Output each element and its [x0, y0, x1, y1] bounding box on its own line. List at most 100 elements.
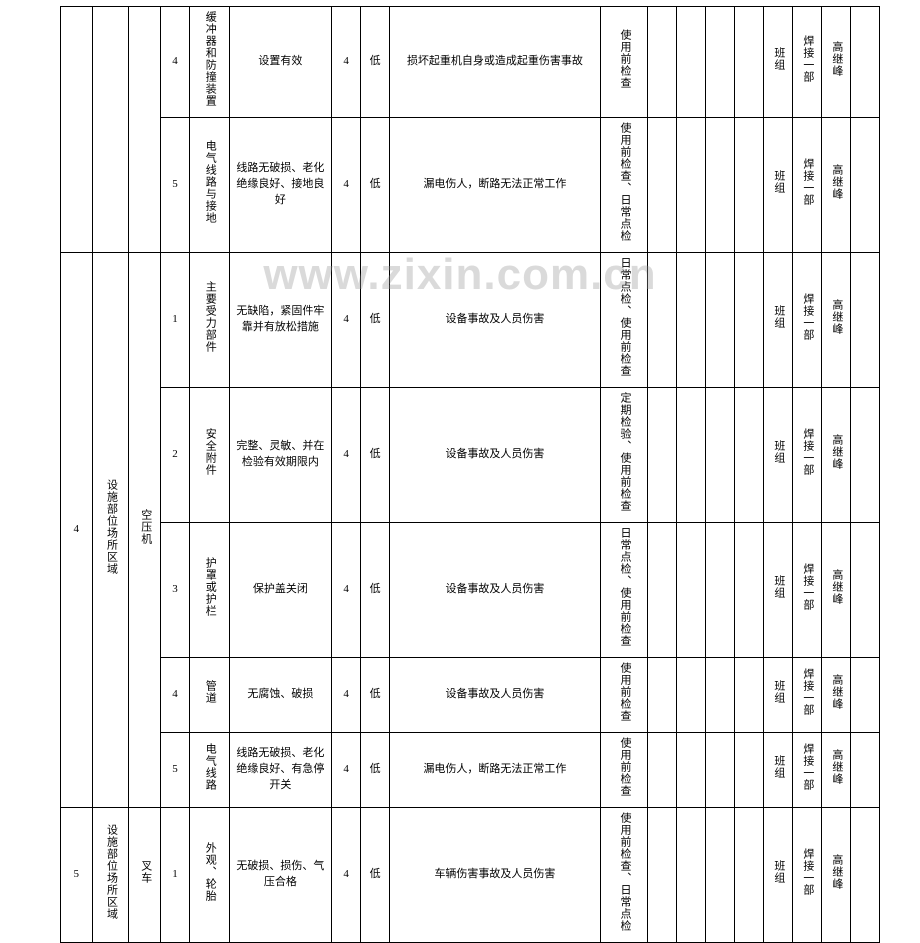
cell-text: 日常点检、使用前检查: [616, 257, 632, 377]
cell-text: 班组: [770, 860, 786, 884]
table-cell: 4: [332, 117, 361, 252]
cell-text: 安全附件: [201, 428, 217, 476]
table-cell: [677, 522, 706, 657]
table-cell: [706, 117, 735, 252]
cell-text: 高继峰: [828, 674, 844, 710]
cell-text: 日常点检、使用前检查: [616, 527, 632, 647]
table-cell: 4: [161, 657, 190, 732]
cell-text: 焊接一部: [799, 848, 815, 896]
table-cell: 电气线路与接地: [190, 117, 230, 252]
table-cell: 使用前检查: [600, 657, 647, 732]
table-cell: 设备事故及人员伤害: [390, 252, 601, 387]
table-cell: 4: [332, 252, 361, 387]
table-row: 4缓冲器和防撞装置设置有效4低损坏起重机自身或造成起重伤害事故使用前检查班组焊接…: [61, 7, 880, 118]
table-cell: 4: [332, 807, 361, 942]
cell-text: 焊接一部: [799, 35, 815, 83]
cell-text: 叉车: [137, 860, 153, 884]
table-cell: 焊接一部: [792, 387, 821, 522]
cell-text: 定期检验、使用前检查: [616, 392, 632, 512]
table-cell: 损坏起重机自身或造成起重伤害事故: [390, 7, 601, 118]
table-cell: [677, 657, 706, 732]
table-row: 4管道无腐蚀、破损4低设备事故及人员伤害使用前检查班组焊接一部高继峰: [61, 657, 880, 732]
table-cell: 4: [332, 657, 361, 732]
table-cell: [850, 522, 879, 657]
table-cell: [735, 522, 764, 657]
table-cell: [648, 807, 677, 942]
table-cell: [648, 252, 677, 387]
table-cell: 低: [361, 387, 390, 522]
cell-text: 高继峰: [828, 299, 844, 335]
cell-text: 缓冲器和防撞装置: [201, 11, 217, 107]
table-cell: [850, 252, 879, 387]
table-row: 5电气线路与接地线路无破损、老化绝缘良好、接地良好4低漏电伤人，断路无法正常工作…: [61, 117, 880, 252]
table-cell: [648, 732, 677, 807]
cell-text: 使用前检查: [616, 737, 632, 797]
table-cell: [706, 522, 735, 657]
table-cell: [850, 7, 879, 118]
table-cell: 5: [161, 732, 190, 807]
table-cell: [706, 387, 735, 522]
table-cell: 无腐蚀、破损: [229, 657, 332, 732]
table-cell: 4: [332, 732, 361, 807]
table-cell: [677, 807, 706, 942]
table-cell: 线路无破损、老化绝缘良好、有急停开关: [229, 732, 332, 807]
table-cell: 4: [61, 252, 93, 807]
table-cell: [735, 732, 764, 807]
table-cell: 使用前检查、日常点检: [600, 807, 647, 942]
table-cell: 焊接一部: [792, 657, 821, 732]
table-cell: [735, 252, 764, 387]
table-cell: [706, 807, 735, 942]
cell-text: 焊接一部: [799, 563, 815, 611]
table-cell: [706, 252, 735, 387]
table-cell: [735, 657, 764, 732]
table-cell: 1: [161, 252, 190, 387]
table-cell: 设施部位场所区域: [92, 807, 129, 942]
table-cell: 高继峰: [821, 522, 850, 657]
cell-text: 焊接一部: [799, 158, 815, 206]
table-cell: 焊接一部: [792, 7, 821, 118]
table-cell: 护罩或护栏: [190, 522, 230, 657]
cell-text: 焊接一部: [799, 293, 815, 341]
table-cell: [735, 117, 764, 252]
table-cell: [129, 7, 161, 253]
table-cell: [850, 732, 879, 807]
table-cell: 漏电伤人，断路无法正常工作: [390, 732, 601, 807]
table-cell: 4: [332, 7, 361, 118]
table-cell: 班组: [763, 732, 792, 807]
table-cell: [677, 117, 706, 252]
cell-text: 主要受力部件: [201, 281, 217, 353]
cell-text: 电气线路与接地: [201, 140, 217, 224]
table-cell: 空压机: [129, 252, 161, 807]
table-cell: 焊接一部: [792, 732, 821, 807]
cell-text: 高继峰: [828, 434, 844, 470]
table-cell: 焊接一部: [792, 252, 821, 387]
table-cell: 使用前检查: [600, 732, 647, 807]
cell-text: 使用前检查、日常点检: [616, 812, 632, 932]
table-row: 2安全附件完整、灵敏、并在检验有效期限内4低设备事故及人员伤害定期检验、使用前检…: [61, 387, 880, 522]
table-cell: 高继峰: [821, 657, 850, 732]
table-cell: [706, 732, 735, 807]
table-cell: 2: [161, 387, 190, 522]
cell-text: 管道: [201, 680, 217, 704]
table-cell: [735, 387, 764, 522]
cell-text: 高继峰: [828, 749, 844, 785]
table-cell: 低: [361, 522, 390, 657]
table-cell: 使用前检查: [600, 7, 647, 118]
table-cell: 低: [361, 252, 390, 387]
table-row: 3护罩或护栏保护盖关闭4低设备事故及人员伤害日常点检、使用前检查班组焊接一部高继…: [61, 522, 880, 657]
table-cell: 设置有效: [229, 7, 332, 118]
table-cell: 班组: [763, 657, 792, 732]
table-cell: [677, 7, 706, 118]
table-cell: 3: [161, 522, 190, 657]
cell-text: 焊接一部: [799, 668, 815, 716]
cell-text: 高继峰: [828, 164, 844, 200]
cell-text: 高继峰: [828, 41, 844, 77]
cell-text: 班组: [770, 680, 786, 704]
cell-text: 班组: [770, 755, 786, 779]
table-cell: [735, 807, 764, 942]
table-cell: [648, 657, 677, 732]
table-cell: [706, 7, 735, 118]
table-cell: 设备事故及人员伤害: [390, 657, 601, 732]
cell-text: 外观、轮胎: [201, 842, 217, 902]
table-cell: 班组: [763, 387, 792, 522]
